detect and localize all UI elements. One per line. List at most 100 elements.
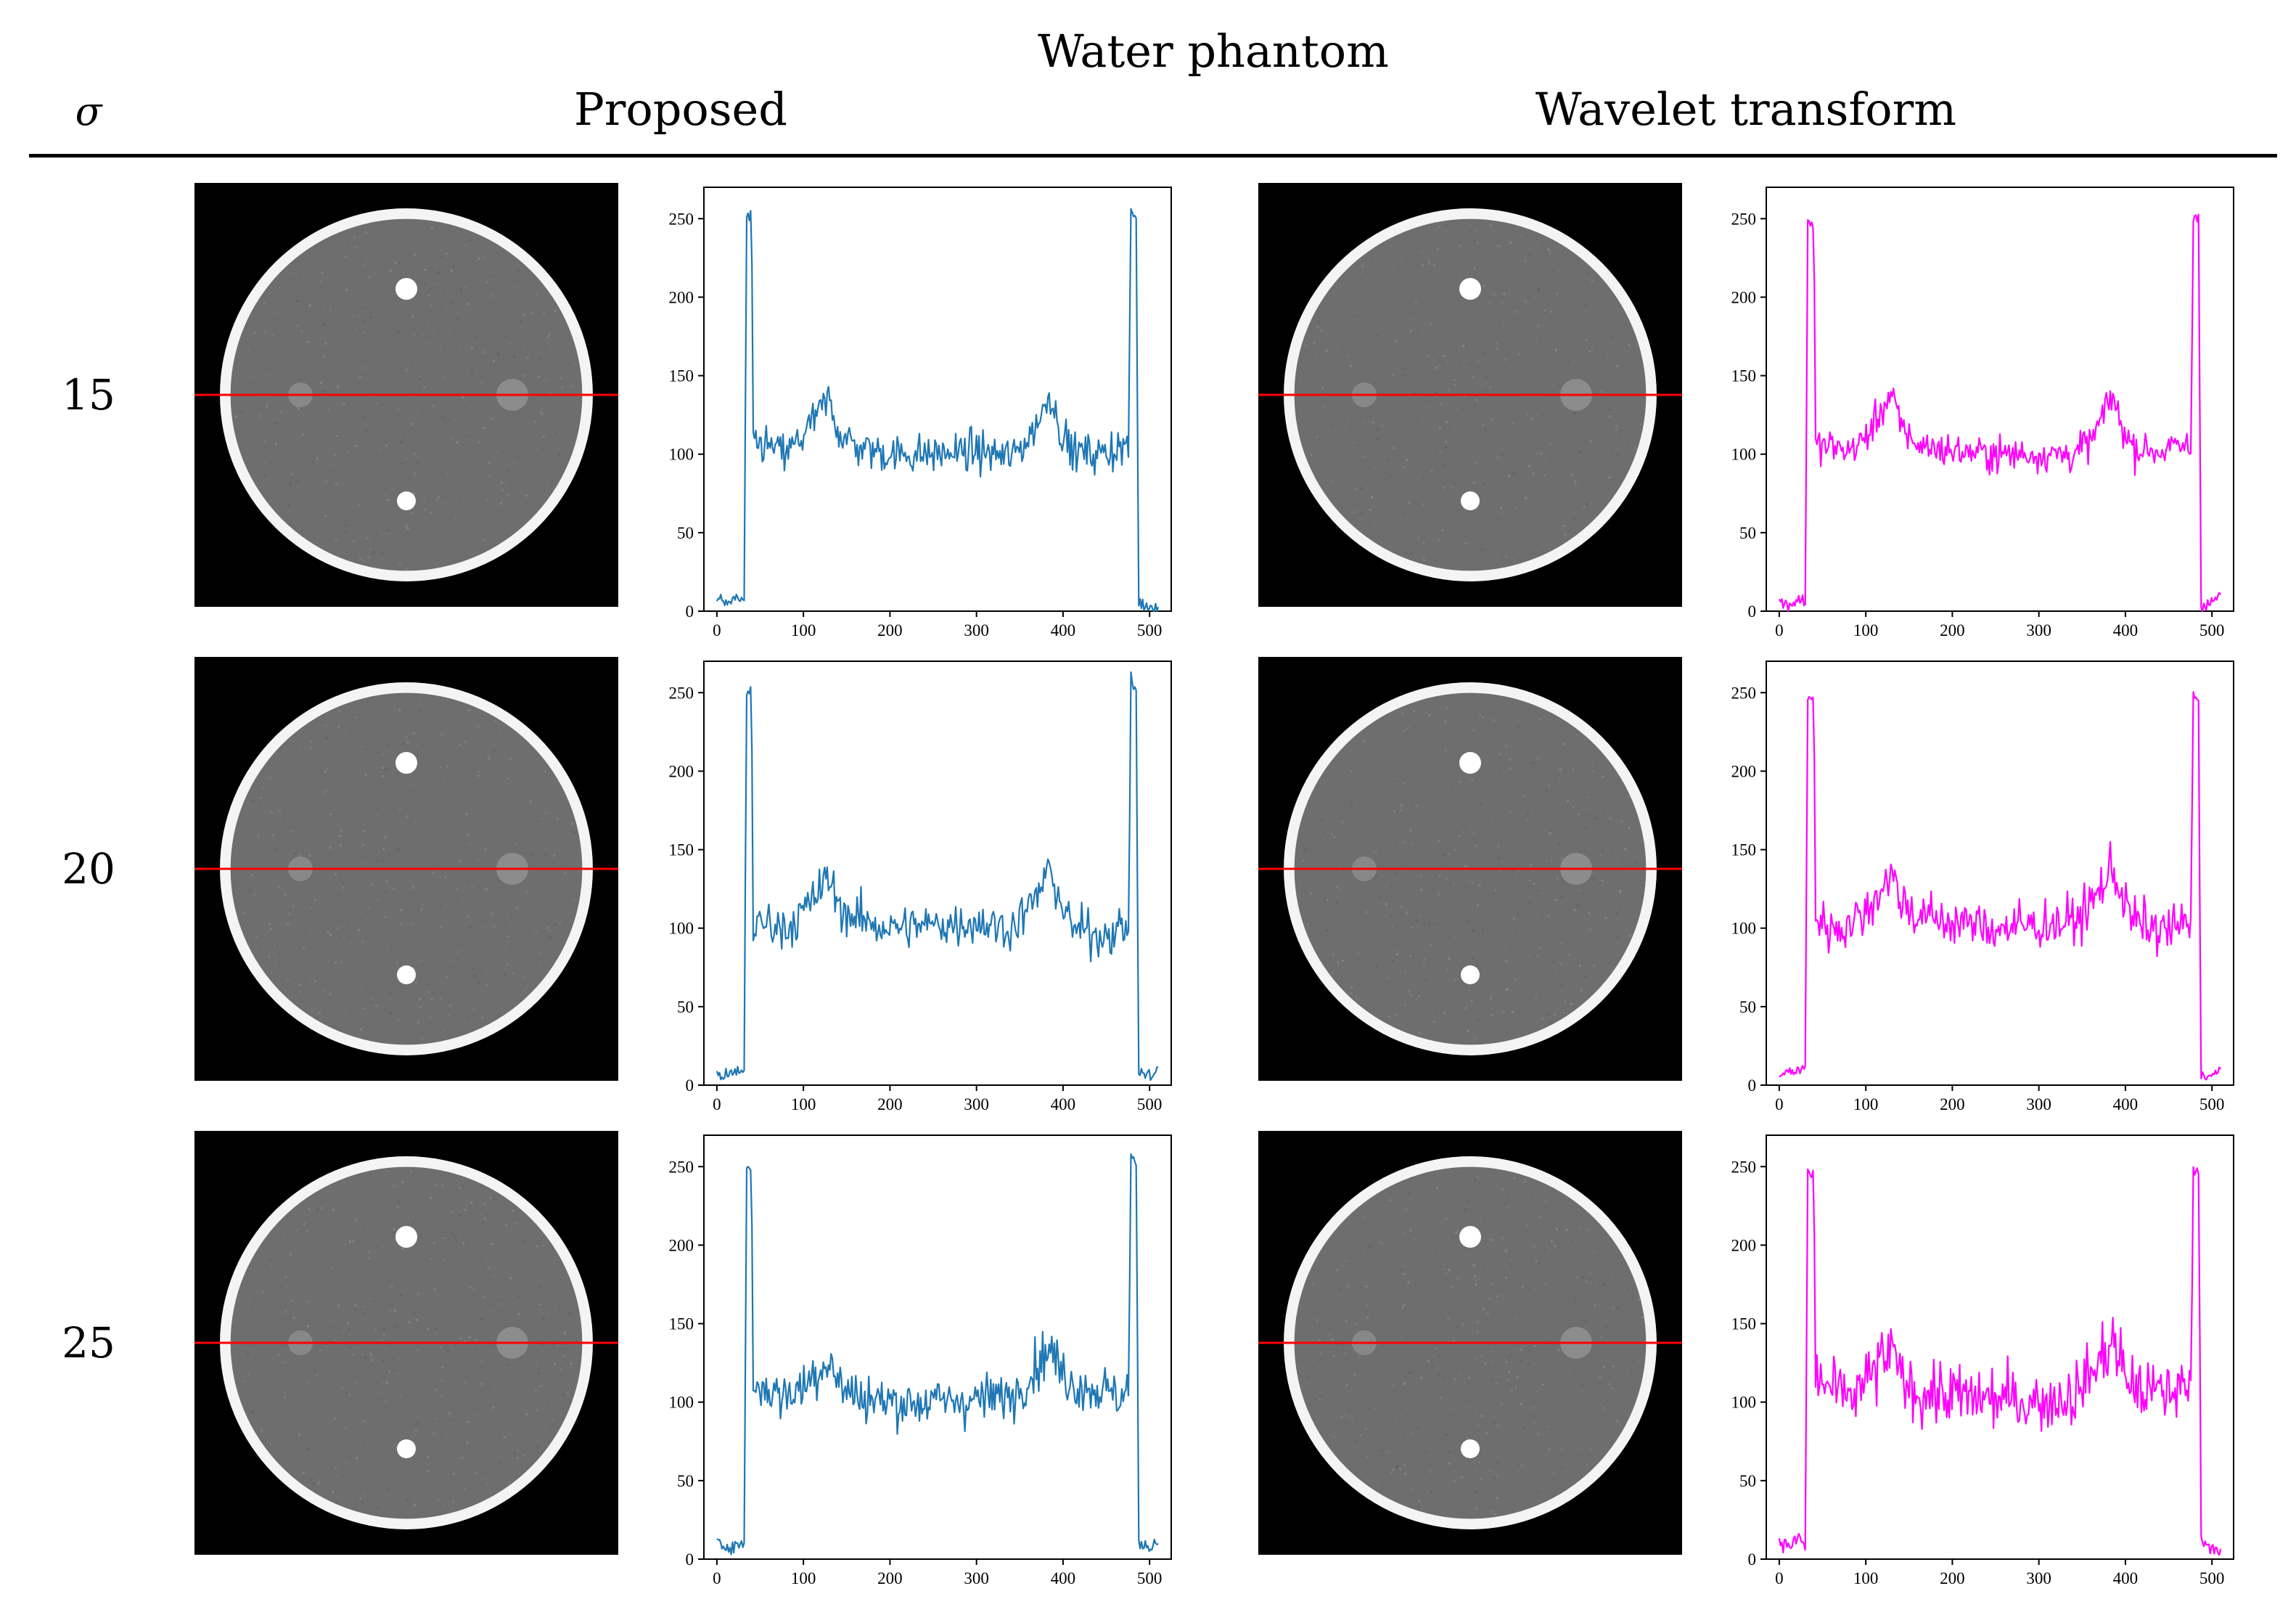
noise-speck — [520, 1356, 522, 1359]
column-header-proposed: Proposed — [574, 83, 787, 136]
noise-speck — [559, 1414, 562, 1417]
noise-speck — [496, 1453, 499, 1456]
noise-speck — [1459, 1292, 1461, 1295]
noise-speck — [331, 1267, 334, 1270]
noise-speck — [1372, 455, 1375, 458]
noise-speck — [422, 743, 425, 746]
noise-speck — [1403, 1303, 1406, 1306]
noise-speck — [365, 817, 368, 820]
noise-speck — [1558, 843, 1561, 846]
noise-speck — [1549, 311, 1552, 314]
y-tick-label: 150 — [669, 1315, 694, 1333]
noise-speck — [1454, 384, 1456, 387]
noise-speck — [476, 485, 479, 488]
noise-speck — [1611, 1387, 1614, 1390]
noise-speck — [446, 976, 448, 979]
noise-speck — [1409, 953, 1411, 956]
noise-speck — [1324, 804, 1327, 807]
noise-speck — [474, 1413, 477, 1416]
noise-speck — [355, 1457, 358, 1460]
noise-speck — [451, 1029, 454, 1032]
noise-speck — [1505, 960, 1508, 963]
noise-speck — [363, 1312, 366, 1315]
noise-speck — [1461, 1322, 1464, 1325]
noise-speck — [1447, 1450, 1450, 1453]
noise-speck — [470, 238, 472, 241]
noise-speck — [1438, 874, 1440, 877]
noise-speck — [439, 876, 442, 879]
noise-speck — [1436, 1442, 1439, 1445]
noise-speck — [474, 335, 477, 338]
noise-speck — [1382, 1328, 1385, 1330]
noise-speck — [340, 1464, 343, 1467]
noise-speck — [1333, 843, 1336, 846]
noise-speck — [1527, 390, 1530, 393]
noise-speck — [290, 277, 292, 280]
noise-speck — [1465, 860, 1468, 863]
noise-speck — [1399, 1426, 1402, 1428]
noise-speck — [1427, 354, 1430, 357]
noise-speck — [1530, 948, 1533, 951]
noise-speck — [362, 1444, 365, 1447]
noise-speck — [481, 372, 484, 375]
noise-speck — [1311, 1366, 1314, 1369]
noise-speck — [1514, 875, 1517, 878]
phantom-image — [1258, 1131, 1682, 1555]
noise-speck — [427, 292, 430, 295]
noise-speck — [1440, 799, 1443, 802]
noise-speck — [234, 415, 237, 418]
noise-speck — [1560, 721, 1563, 724]
noise-speck — [264, 474, 267, 477]
noise-speck — [1448, 388, 1451, 391]
noise-speck — [1496, 457, 1499, 459]
noise-speck — [1335, 886, 1338, 889]
noise-speck — [426, 514, 429, 517]
noise-speck — [400, 1293, 403, 1296]
noise-speck — [377, 563, 380, 565]
noise-speck — [1314, 354, 1317, 357]
y-tick-label: 50 — [1739, 524, 1756, 542]
noise-speck — [1525, 497, 1528, 500]
noise-speck — [1586, 272, 1589, 275]
noise-speck — [427, 343, 430, 346]
noise-speck — [363, 396, 366, 399]
profile-series-line — [716, 208, 1160, 613]
noise-speck — [1401, 256, 1403, 259]
noise-speck — [251, 1308, 254, 1311]
noise-speck — [477, 981, 480, 984]
noise-speck — [1594, 293, 1597, 295]
noise-speck — [1619, 891, 1622, 894]
noise-speck — [1375, 1297, 1378, 1300]
noise-speck — [1588, 847, 1591, 850]
noise-speck — [1432, 263, 1435, 266]
noise-speck — [340, 1460, 343, 1463]
noise-speck — [524, 367, 527, 369]
noise-speck — [316, 457, 319, 460]
noise-speck — [393, 1227, 395, 1230]
noise-speck — [1399, 971, 1402, 974]
noise-speck — [1450, 1285, 1453, 1288]
noise-speck — [354, 1304, 357, 1307]
noise-speck — [1454, 985, 1456, 988]
noise-speck — [418, 700, 421, 703]
noise-speck — [470, 1201, 473, 1204]
noise-speck — [355, 245, 358, 248]
noise-speck — [464, 1207, 467, 1210]
noise-speck — [1497, 845, 1500, 848]
noise-speck — [1517, 724, 1520, 727]
noise-speck — [1509, 835, 1512, 838]
noise-speck — [247, 879, 250, 882]
noise-speck — [392, 1404, 395, 1407]
noise-speck — [1383, 1381, 1386, 1384]
noise-speck — [1506, 988, 1509, 991]
noise-speck — [1520, 759, 1523, 762]
noise-speck — [430, 998, 433, 1001]
noise-speck — [542, 830, 545, 833]
noise-speck — [313, 1322, 316, 1325]
noise-speck — [1522, 795, 1525, 798]
noise-speck — [401, 1247, 404, 1250]
noise-speck — [1591, 764, 1594, 767]
noise-speck — [1532, 425, 1535, 428]
noise-speck — [414, 473, 417, 476]
